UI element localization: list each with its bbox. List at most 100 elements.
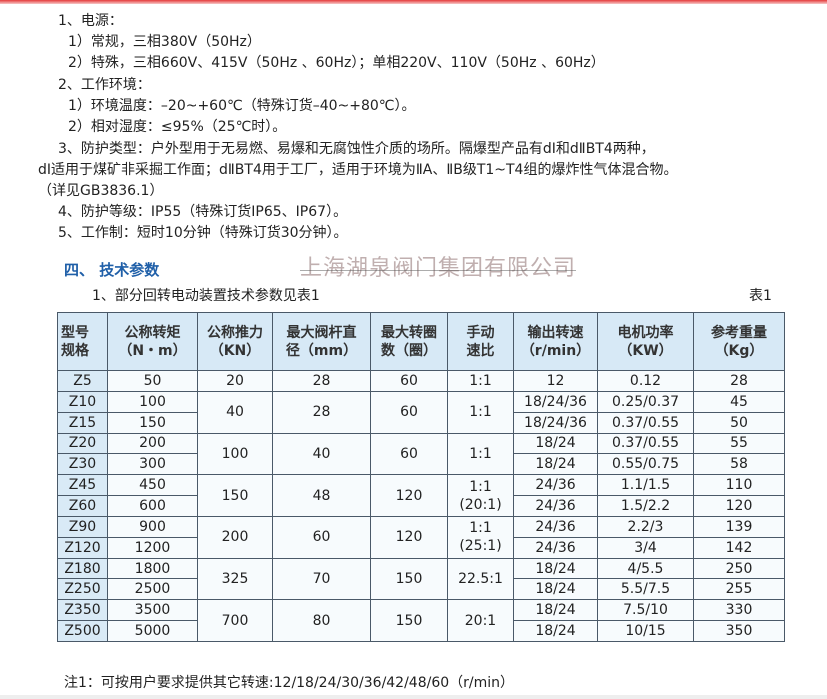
cell-model: Z60 <box>57 495 108 517</box>
cell-turns: 150 <box>370 557 448 601</box>
spec-line: （详见GB3836.1） <box>38 183 164 199</box>
cell-power: 1.5/2.2 <box>597 495 694 517</box>
cell-torque: 1200 <box>107 536 198 559</box>
cell-speed: 12 <box>513 370 598 392</box>
cell-weight: 255 <box>693 578 785 601</box>
cell-weight: 28 <box>693 370 785 392</box>
cell-weight: 250 <box>693 557 785 580</box>
cell-speed: 24/36 <box>513 495 598 517</box>
cell-turns: 60 <box>370 370 448 392</box>
column-header: 公称转矩 （N・m） <box>107 312 198 371</box>
cell-model: Z45 <box>57 474 108 497</box>
column-header-line: 公称推力 <box>207 324 263 341</box>
cell-speed: 18/24 <box>513 453 598 476</box>
spec-line: 1、电源： <box>58 13 123 29</box>
ratio-line: 1:1 <box>469 404 492 421</box>
table-row: Z250 2500 18/24 5.5/7.5 255 <box>57 578 785 601</box>
watermark: 上海湖泉阀门集团有限公司 <box>300 256 577 281</box>
cell-model: Z350 <box>57 599 108 622</box>
cell-weight: 142 <box>693 536 785 559</box>
cell-power: 0.37/0.55 <box>597 432 694 455</box>
table-intro: 1、部分回转电动装置技术参数见表1 <box>92 288 320 304</box>
cell-ratio: 20:1 <box>447 599 514 642</box>
cell-model: Z20 <box>57 432 108 455</box>
cell-power: 0.25/0.37 <box>597 390 694 413</box>
cell-ratio: 1:1 <box>447 370 514 392</box>
spec-line: 2）特殊，三相660V、415V（50Hz 、60Hz）；单相220V、110V… <box>68 55 605 71</box>
cell-torque: 900 <box>107 515 198 538</box>
table-row: Z10 100 40 28 60 1:1 18/24/36 0.25/0.37 45 <box>57 390 785 434</box>
column-header: 型号 规格 <box>57 312 108 371</box>
cell-turns: 120 <box>370 474 448 517</box>
cell-torque: 150 <box>107 411 198 434</box>
column-header: 电机功率 （KW） <box>597 312 694 371</box>
cell-ratio: 1:1 <box>447 390 514 434</box>
cell-torque: 600 <box>107 495 198 517</box>
cell-model: Z120 <box>57 536 108 559</box>
cell-weight: 58 <box>693 453 785 476</box>
column-header-line: （r/min） <box>520 342 591 359</box>
ratio-line: 1:1 <box>469 372 492 389</box>
cell-power: 4/5.5 <box>597 557 694 580</box>
cell-stem-diameter: 48 <box>272 474 371 517</box>
column-header: 参考重量 （Kg） <box>693 312 785 371</box>
cell-power: 7.5/10 <box>597 599 694 622</box>
table-row: Z15 150 18/24/36 0.37/0.55 50 <box>57 411 785 434</box>
cell-stem-diameter: 70 <box>272 557 371 601</box>
table-row: Z120 1200 24/36 3/4 142 <box>57 536 785 559</box>
cell-turns: 150 <box>370 599 448 642</box>
ratio-line: 22.5:1 <box>458 570 503 587</box>
cell-weight: 110 <box>693 474 785 497</box>
spec-line: 1）环境温度：–20~+60℃（特殊订货–40~+80℃）。 <box>68 98 416 114</box>
cell-speed: 18/24 <box>513 599 598 622</box>
cell-power: 0.55/0.75 <box>597 453 694 476</box>
spec-line: 5、工作制：短时10分钟（特殊订货30分钟）。 <box>58 225 348 241</box>
table-row: Z20 200 100 40 60 1:1 18/24 0.37/0.55 55 <box>57 432 785 476</box>
column-header-line: 数（圈） <box>381 342 437 359</box>
ratio-line: 1:1 <box>469 478 492 495</box>
cell-speed: 18/24 <box>513 578 598 601</box>
table-row: Z90 900 200 60 120 1:1 (25:1) 24/36 2.2/3 139 <box>57 515 785 559</box>
spec-line: dⅠ适用于煤矿非采掘工作面；dⅡBT4用于工厂，适用于环境为ⅡA、ⅡB级T1~T… <box>38 162 678 178</box>
cell-torque: 3500 <box>107 599 198 622</box>
cell-torque: 450 <box>107 474 198 497</box>
cell-weight: 55 <box>693 432 785 455</box>
cell-thrust: 40 <box>197 390 273 434</box>
cell-torque: 50 <box>107 370 198 392</box>
table-row: Z350 3500 700 80 150 20:1 18/24 7.5/10 330 <box>57 599 785 642</box>
section-heading: 四、 技术参数 <box>64 261 160 279</box>
cell-turns: 60 <box>370 432 448 476</box>
column-header: 输出转速 （r/min） <box>513 312 598 371</box>
spec-line: 2）相对湿度：≤95%（25℃时）。 <box>68 119 287 135</box>
cell-weight: 139 <box>693 515 785 538</box>
cell-ratio: 1:1 <box>447 432 514 476</box>
spec-line: 3、防护类型：户外型用于无易燃、易爆和无腐蚀性介质的场所。隔爆型产品有dⅠ和dⅡ… <box>58 141 655 157</box>
top-rule <box>0 0 827 4</box>
column-header-line: 最大转圈 <box>381 324 437 341</box>
cell-weight: 330 <box>693 599 785 622</box>
cell-power: 1.1/1.5 <box>597 474 694 497</box>
spec-line: 1）常规，三相380V（50Hz） <box>68 34 261 50</box>
cell-speed: 18/24 <box>513 432 598 455</box>
table-row: Z45 450 150 48 120 1:1 (20:1) 24/36 1.1/1.5 110 <box>57 474 785 517</box>
cell-model: Z500 <box>57 620 108 642</box>
cell-thrust: 325 <box>197 557 273 601</box>
cell-power: 10/15 <box>597 620 694 642</box>
spec-line: 4、防护等级：IP55（特殊订货IP65、IP67）。 <box>58 204 348 220</box>
table-row: Z30 300 18/24 0.55/0.75 58 <box>57 453 785 476</box>
column-header-line: （N・m） <box>118 342 187 359</box>
column-header-line: 径（mm） <box>285 342 358 359</box>
cell-ratio: 1:1 (25:1) <box>447 515 514 559</box>
cell-model: Z180 <box>57 557 108 580</box>
cell-model: Z5 <box>57 370 108 392</box>
cell-model: Z30 <box>57 453 108 476</box>
bottom-rule <box>0 695 827 699</box>
column-header-line: 最大阀杆直 <box>286 324 357 341</box>
column-header: 手动 速比 <box>447 312 514 371</box>
cell-torque: 1800 <box>107 557 198 580</box>
cell-model: Z15 <box>57 411 108 434</box>
ratio-line: (25:1) <box>459 538 502 555</box>
cell-stem-diameter: 40 <box>272 432 371 476</box>
cell-thrust: 200 <box>197 515 273 559</box>
column-header: 最大转圈 数（圈） <box>370 312 448 371</box>
